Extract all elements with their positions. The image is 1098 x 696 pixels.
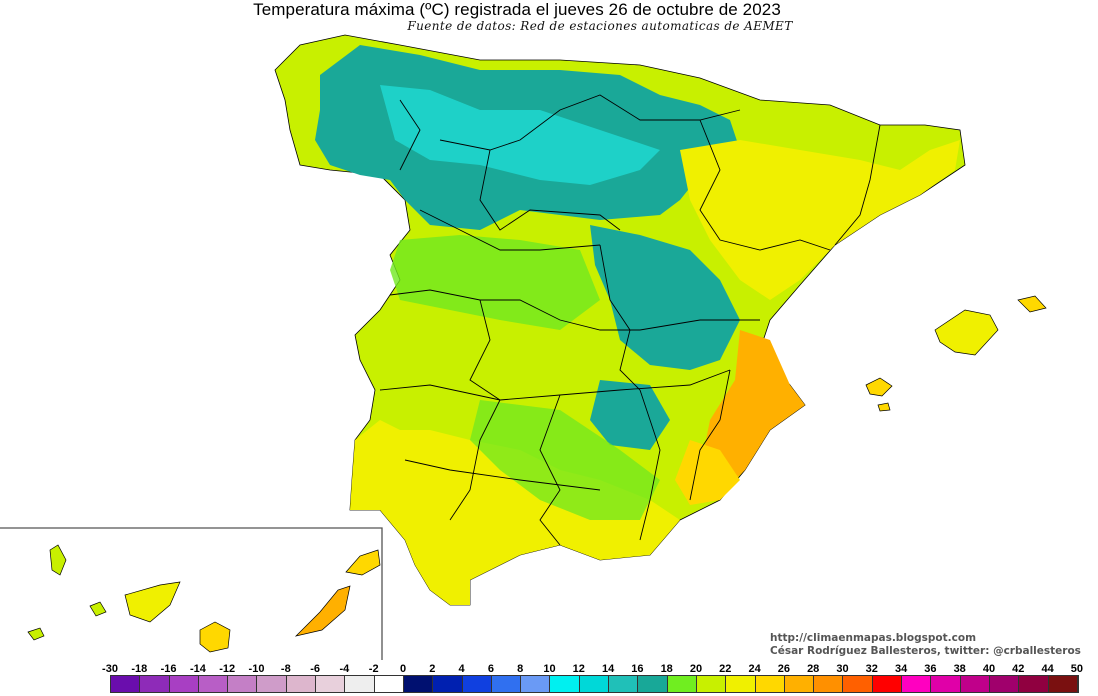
legend-color-cell <box>521 676 551 692</box>
legend-color-bar <box>110 675 1079 693</box>
island-formentera <box>877 402 891 412</box>
legend-tick-label: 22 <box>719 663 732 675</box>
legend-tick-label: 38 <box>953 663 966 675</box>
legend-tick-label: 42 <box>1012 663 1025 675</box>
legend-color-cell <box>814 676 844 692</box>
legend-tick-label: 36 <box>924 663 937 675</box>
levante-hot-zone <box>700 330 805 495</box>
legend-tick-label: 16 <box>631 663 644 675</box>
island-la-gomera <box>89 601 107 617</box>
legend-tick-label: 4 <box>458 663 465 675</box>
map-title: Temperatura máxima (ºC) registrada el ju… <box>253 0 781 19</box>
legend-color-cell <box>989 676 1020 692</box>
legend-tick-label: 34 <box>894 663 908 675</box>
island-ibiza <box>865 377 893 397</box>
legend-color-cell <box>316 676 346 692</box>
legend-color-cell <box>462 676 492 692</box>
legend-color-cell <box>609 676 639 692</box>
legend-color-cell <box>931 676 961 692</box>
legend-color-cell <box>433 676 463 692</box>
legend-color-cell <box>198 676 229 692</box>
island-menorca <box>1017 295 1047 313</box>
temperature-map <box>0 34 1047 660</box>
legend-tick-label: 44 <box>1041 663 1054 675</box>
murcia-hot-zone <box>675 440 740 505</box>
legend-color-cell <box>784 676 815 692</box>
south-central-teal <box>590 380 670 450</box>
temperature-legend: -30 -18 -16 -14 -12 -10 -8 -6 -4 -2 0 2 4 6 8 10 12 14 16 1… <box>100 660 1090 696</box>
legend-tick-label: 24 <box>748 663 761 675</box>
legend-tick-label: -8 <box>280 663 291 675</box>
legend-tick-label: 10 <box>543 663 556 675</box>
central-green-zone <box>390 235 600 330</box>
legend-color-cell <box>111 676 141 692</box>
legend-tick-label: 14 <box>601 663 615 675</box>
legend-color-cell <box>638 676 668 692</box>
legend-tick-label: -18 <box>131 663 148 675</box>
legend-color-cell <box>169 676 199 692</box>
legend-tick-label: 6 <box>487 663 494 675</box>
map-source-subtitle: Fuente de datos: Red de estaciones autom… <box>407 19 793 33</box>
canary-inset-frame <box>0 527 383 660</box>
central-cool-zone <box>590 225 740 370</box>
ebro-warm-zone <box>680 140 960 300</box>
legend-color-cell <box>345 676 375 692</box>
legend-color-cell <box>491 676 522 692</box>
legend-tick-label: 20 <box>689 663 703 675</box>
island-mallorca <box>934 309 999 356</box>
legend-tick-label: 8 <box>517 663 524 675</box>
legend-color-cell <box>1019 676 1049 692</box>
legend-color-cell <box>140 676 170 692</box>
legend-color-cell <box>726 676 756 692</box>
legend-tick-label: -16 <box>160 663 177 675</box>
author-credit: César Rodríguez Ballesteros, twitter: @c… <box>770 645 1081 657</box>
legend-tick-label: 32 <box>865 663 878 675</box>
legend-color-cell <box>403 676 434 692</box>
island-la-palma <box>49 544 67 576</box>
legend-color-cell <box>257 676 287 692</box>
legend-color-cell <box>696 676 727 692</box>
legend-color-cell <box>960 676 990 692</box>
legend-tick-label: 26 <box>777 663 791 675</box>
legend-tick-label: -14 <box>189 663 206 675</box>
island-el-hierro <box>27 627 45 641</box>
legend-tick-label: 2 <box>429 663 436 675</box>
island-gran-canaria <box>199 621 231 653</box>
legend-tick-label: -2 <box>368 663 379 675</box>
legend-color-cell <box>550 676 580 692</box>
legend-tick-label: -10 <box>248 663 265 675</box>
legend-color-cell <box>579 676 610 692</box>
legend-tick-label: -30 <box>102 663 118 675</box>
legend-tick-label: 0 <box>399 663 407 675</box>
legend-tick-label: 28 <box>807 663 820 675</box>
legend-color-cell <box>286 676 317 692</box>
legend-tick-label: 30 <box>836 663 849 675</box>
legend-tick-label: 40 <box>982 663 996 675</box>
south-green-zone <box>470 400 660 520</box>
legend-tick-label: -6 <box>310 663 320 675</box>
region-borders <box>379 94 881 546</box>
legend-tick-label: 18 <box>660 663 673 675</box>
island-lanzarote <box>345 549 381 576</box>
blog-credit: http://climaenmapas.blogspot.com <box>770 632 977 644</box>
island-tenerife <box>124 581 181 623</box>
legend-color-cell <box>755 676 785 692</box>
legend-color-cell <box>1048 676 1078 692</box>
legend-tick-label: 12 <box>572 663 585 675</box>
legend-color-cell <box>667 676 697 692</box>
legend-color-cell <box>228 676 258 692</box>
legend-tick-label: -12 <box>219 663 236 675</box>
legend-color-cell <box>843 676 873 692</box>
legend-color-cell <box>872 676 903 692</box>
legend-color-cell <box>374 676 404 692</box>
northern-cyan-patch <box>380 85 660 185</box>
legend-tick-label: 50 <box>1070 663 1084 675</box>
island-fuerteventura <box>294 585 351 637</box>
legend-tick-label: -4 <box>339 663 350 675</box>
legend-color-cell <box>902 676 932 692</box>
